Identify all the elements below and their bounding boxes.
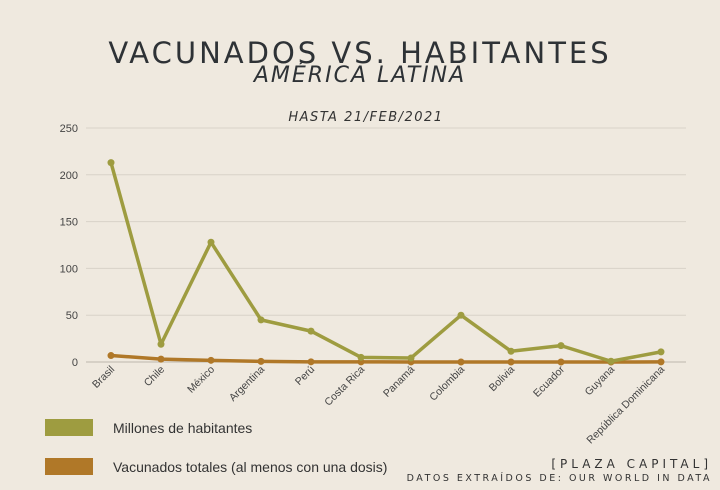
chart-title: VACUNADOS VS. HABITANTES — [108, 36, 612, 70]
data-point — [307, 327, 315, 335]
legend-swatch-population — [45, 419, 93, 436]
x-tick-label: Panamá — [381, 364, 417, 400]
legend-item-vaccinated: Vacunados totales (al menos con una dosi… — [45, 458, 387, 475]
data-point — [207, 356, 215, 364]
x-tick-label: México — [185, 364, 217, 396]
data-point — [257, 316, 265, 324]
x-tick-label: Chile — [142, 364, 168, 390]
data-point — [657, 348, 665, 356]
data-point — [157, 340, 165, 348]
date-note: HASTA 21/FEB/2021 — [288, 110, 444, 125]
data-point — [557, 342, 565, 350]
x-tick-label: Costa Rica — [322, 364, 367, 409]
series-line — [109, 162, 662, 364]
y-tick-label: 200 — [60, 170, 78, 182]
data-point — [107, 159, 115, 167]
x-tick-label: Colombia — [427, 364, 467, 404]
brand-label: [PLAZA CAPITAL] — [551, 457, 712, 471]
data-point — [607, 357, 615, 365]
chart-subtitle: AMÉRICA LATINA — [253, 63, 467, 88]
series-line — [110, 353, 662, 364]
data-point — [657, 358, 665, 366]
data-point — [507, 358, 515, 366]
x-tick-label: Perú — [293, 364, 317, 388]
data-point — [457, 358, 465, 366]
data-point — [107, 352, 115, 360]
x-tick-label: Ecuador — [531, 363, 567, 399]
x-tick-label: Argentina — [227, 364, 267, 404]
data-point — [457, 311, 465, 319]
y-tick-label: 150 — [60, 217, 78, 229]
data-point — [257, 357, 265, 365]
data-point — [557, 358, 565, 366]
x-tick-label: Guyana — [583, 364, 618, 399]
x-tick-label: Bolivia — [487, 364, 517, 394]
data-point — [407, 354, 415, 362]
data-point — [507, 347, 515, 355]
legend-item-population: Millones de habitantes — [45, 419, 252, 436]
data-point — [207, 238, 215, 246]
legend-swatch-vaccinated — [45, 458, 93, 475]
y-tick-label: 0 — [72, 357, 78, 369]
x-tick-label: Brasil — [90, 364, 117, 391]
data-point — [307, 358, 315, 366]
data-point — [357, 353, 365, 361]
data-point — [157, 355, 165, 363]
source-note: DATOS EXTRAÍDOS DE: OUR WORLD IN DATA — [406, 473, 712, 484]
y-tick-label: 250 — [60, 123, 78, 135]
y-tick-label: 50 — [66, 310, 78, 322]
legend-label: Vacunados totales (al menos con una dosi… — [113, 458, 388, 475]
y-tick-label: 100 — [60, 263, 78, 275]
legend-label: Millones de habitantes — [113, 419, 253, 436]
